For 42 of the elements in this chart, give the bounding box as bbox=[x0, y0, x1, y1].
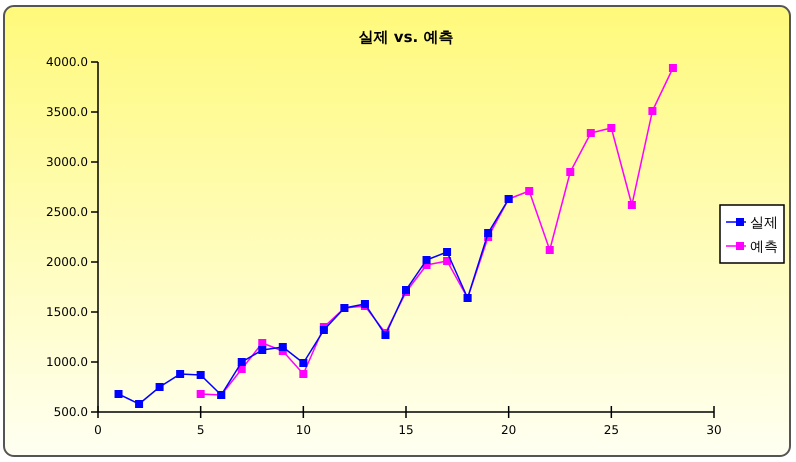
x-tick-label: 5 bbox=[196, 423, 204, 437]
y-tick-label: 1000.0 bbox=[46, 355, 88, 369]
y-tick-label: 500.0 bbox=[54, 405, 88, 419]
legend-label: 예측 bbox=[750, 239, 778, 255]
point bbox=[443, 248, 452, 256]
y-tick-label: 3500.0 bbox=[46, 105, 88, 119]
point bbox=[114, 390, 123, 398]
x-tick-label: 20 bbox=[501, 423, 516, 437]
y-tick-label: 2500.0 bbox=[46, 205, 88, 219]
point bbox=[668, 64, 677, 72]
point bbox=[196, 390, 205, 398]
y-tick-label: 3000.0 bbox=[46, 155, 88, 169]
chart-title: 실제 vs. 예측 bbox=[358, 28, 454, 46]
point bbox=[586, 129, 595, 137]
point bbox=[135, 400, 144, 408]
point bbox=[484, 229, 492, 237]
point bbox=[443, 257, 452, 265]
point bbox=[546, 246, 554, 254]
point bbox=[299, 359, 308, 367]
point bbox=[238, 358, 246, 366]
legend-label: 실제 bbox=[750, 215, 778, 231]
x-tick-label: 10 bbox=[296, 423, 311, 437]
point bbox=[258, 346, 266, 354]
y-tick-label: 4000.0 bbox=[46, 55, 88, 69]
point bbox=[196, 371, 205, 379]
point bbox=[648, 107, 656, 115]
x-tick-label: 30 bbox=[706, 423, 722, 437]
x-tick-label: 25 bbox=[604, 423, 619, 437]
point bbox=[299, 370, 308, 378]
point bbox=[320, 326, 328, 334]
point bbox=[422, 256, 431, 264]
point bbox=[278, 343, 287, 351]
x-tick-label: 0 bbox=[94, 423, 102, 437]
y-tick-label: 2000.0 bbox=[46, 255, 88, 269]
point bbox=[176, 370, 184, 378]
point bbox=[525, 187, 534, 195]
x-tick-label: 15 bbox=[398, 423, 414, 437]
point bbox=[628, 201, 636, 209]
point bbox=[156, 383, 164, 391]
point bbox=[607, 124, 616, 132]
y-tick-label: 1500.0 bbox=[46, 305, 88, 319]
point bbox=[566, 168, 574, 176]
